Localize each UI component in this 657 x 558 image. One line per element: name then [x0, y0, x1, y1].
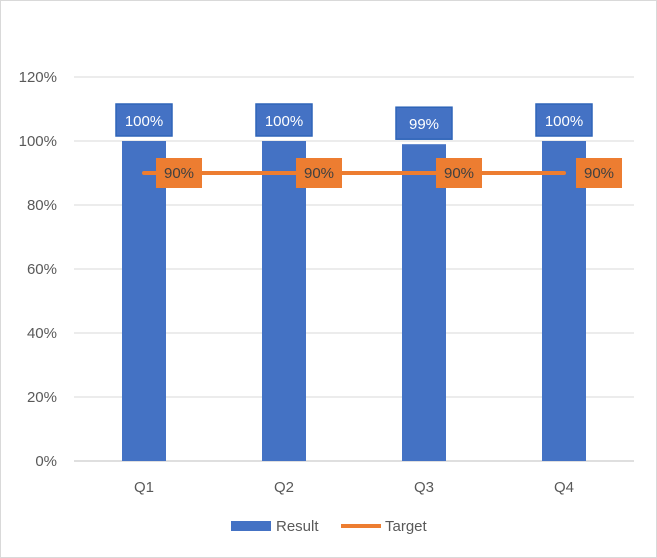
legend-result-swatch: [231, 521, 271, 531]
target-label-text: 90%: [304, 165, 334, 182]
gridlines: [74, 76, 634, 462]
result-data-label: 100%: [535, 103, 593, 137]
result-bar: [122, 141, 166, 461]
target-data-label: 90%: [296, 158, 342, 188]
legend-target-label: Target: [385, 518, 428, 535]
result-data-label: 100%: [115, 103, 173, 137]
result-label-text: 100%: [125, 113, 163, 130]
y-tick-label: 80%: [27, 197, 57, 214]
target-line-group: 90% 90% 90% 90%: [142, 158, 622, 188]
result-bar: [402, 144, 446, 461]
target-label-text: 90%: [164, 165, 194, 182]
result-data-label: 100%: [255, 103, 313, 137]
target-label-text: 90%: [584, 165, 614, 182]
legend-result-label: Result: [276, 518, 319, 535]
x-axis-ticks: Q1 Q2 Q3 Q4: [134, 479, 574, 496]
target-label-box: [576, 158, 622, 188]
target-label-box: [156, 158, 202, 188]
result-bar: [542, 141, 586, 461]
y-tick-label: 100%: [19, 133, 57, 150]
result-label-box: [535, 103, 593, 137]
x-tick-label: Q1: [134, 479, 154, 496]
target-label-text: 90%: [444, 165, 474, 182]
result-bars: [122, 141, 586, 461]
y-tick-label: 0%: [35, 453, 57, 470]
x-tick-label: Q2: [274, 479, 294, 496]
target-data-label: 90%: [156, 158, 202, 188]
result-label-box: [115, 103, 173, 137]
result-data-labels: 100% 100% 99% 100%: [115, 103, 593, 140]
result-label-text: 100%: [545, 113, 583, 130]
target-data-label: 90%: [576, 158, 622, 188]
target-label-box: [296, 158, 342, 188]
target-label-box: [436, 158, 482, 188]
result-label-box: [255, 103, 313, 137]
result-data-label: 99%: [395, 106, 453, 140]
y-tick-label: 120%: [19, 69, 57, 86]
y-tick-label: 40%: [27, 325, 57, 342]
y-tick-label: 60%: [27, 261, 57, 278]
result-label-box: [395, 106, 453, 140]
result-label-text: 99%: [409, 116, 439, 133]
y-axis-ticks: 0% 20% 40% 60% 80% 100% 120%: [19, 69, 57, 470]
result-label-text: 100%: [265, 113, 303, 130]
legend: Result Target: [231, 518, 428, 535]
target-data-label: 90%: [436, 158, 482, 188]
x-tick-label: Q4: [554, 479, 574, 496]
x-tick-label: Q3: [414, 479, 434, 496]
y-tick-label: 20%: [27, 389, 57, 406]
result-bar: [262, 141, 306, 461]
